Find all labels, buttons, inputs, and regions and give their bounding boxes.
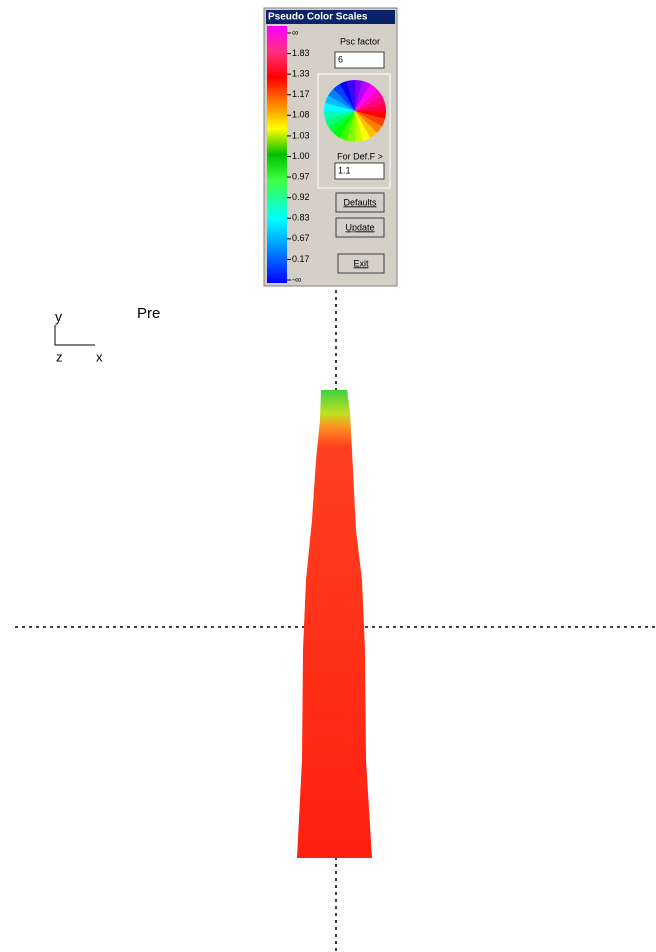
color-wheel xyxy=(324,80,386,142)
psc-factor-input[interactable]: 6 xyxy=(335,52,384,68)
screen: Pseudo Color Scales ∞ 1.83 1.33 1.17 1.08 1.0… xyxy=(0,0,656,952)
def-f-value[interactable]: 1.1 xyxy=(338,165,351,175)
dialog: Pseudo Color Scales ∞ 1.83 1.33 1.17 1.08 1.0… xyxy=(264,8,397,286)
axis-z-label: z xyxy=(56,349,63,364)
scale-label: 1.17 xyxy=(292,89,310,99)
scale-label: 0.17 xyxy=(292,254,310,264)
button-label[interactable]: Defaults xyxy=(343,197,377,207)
scale-label: 0.97 xyxy=(292,171,310,181)
scale-label: ∞ xyxy=(292,27,298,37)
button[interactable]: Defaults xyxy=(336,193,384,212)
def-f-input[interactable]: 1.1 xyxy=(335,163,384,179)
button[interactable]: Exit xyxy=(338,254,384,273)
scale-label: 1.83 xyxy=(292,48,310,58)
model-shape xyxy=(297,390,372,858)
psc-factor-label: Psc factor xyxy=(340,36,380,46)
scale-label: 1.08 xyxy=(292,110,310,120)
scale-label: 1.00 xyxy=(292,151,310,161)
axis-x-label: x xyxy=(96,349,103,364)
button-label[interactable]: Update xyxy=(345,222,374,232)
scale-label: 0.83 xyxy=(292,213,310,223)
psc-factor-value[interactable]: 6 xyxy=(338,54,343,64)
axis-y-label: y xyxy=(55,309,62,325)
button[interactable]: Update xyxy=(336,218,384,237)
def-f-label: For Def.F > xyxy=(337,151,383,161)
mode-label: Pre xyxy=(137,305,160,322)
scale-label: 0.92 xyxy=(292,192,310,202)
scale-label: -∞ xyxy=(292,274,301,284)
scale-label: 1.33 xyxy=(292,69,310,79)
scale-label: 1.03 xyxy=(292,130,310,140)
button-label[interactable]: Exit xyxy=(353,258,369,268)
dialog-title: Pseudo Color Scales xyxy=(268,12,368,23)
color-scale xyxy=(267,26,287,283)
axis-icon xyxy=(55,325,95,345)
scale-label: 0.67 xyxy=(292,233,310,243)
